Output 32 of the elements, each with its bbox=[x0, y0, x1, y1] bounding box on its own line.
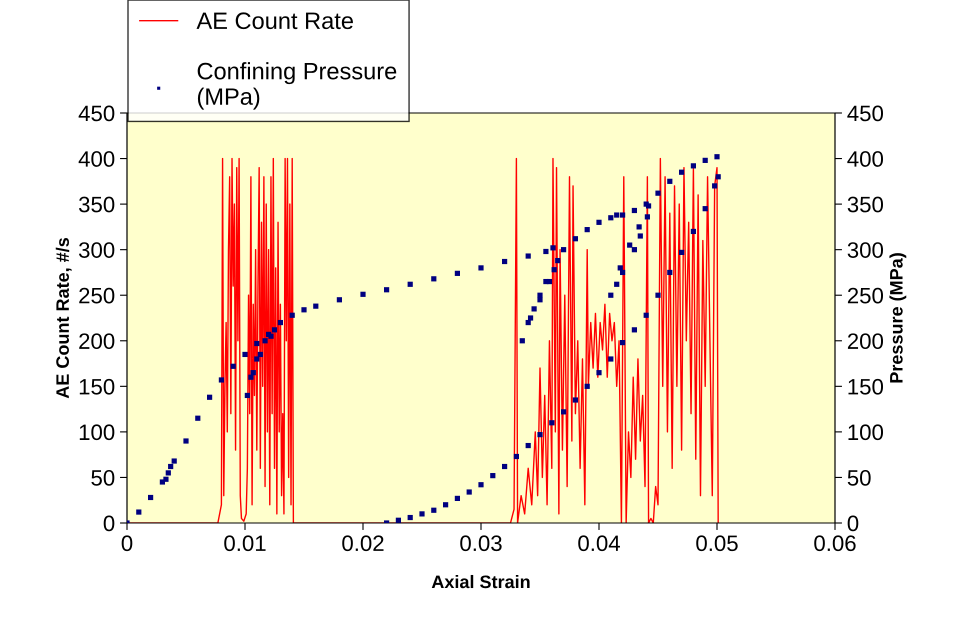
y2-tick-label: 200 bbox=[848, 333, 884, 350]
y-tick-label: 200 bbox=[79, 333, 114, 350]
y-tick-label: 400 bbox=[78, 151, 114, 167]
y-tick-label: 350 bbox=[78, 196, 114, 212]
x-tick-label: 0.01 bbox=[224, 535, 266, 552]
x-tick-label: 0.05 bbox=[696, 535, 738, 552]
y2-tick-label: 150 bbox=[848, 378, 884, 395]
y-tick-label: 50 bbox=[91, 470, 114, 486]
y-tick-label: 450 bbox=[78, 106, 114, 122]
x-tick-label: 0.04 bbox=[578, 535, 620, 552]
legend-label: Confining Pressure (MPa) bbox=[198, 62, 396, 110]
y-tick-label: 150 bbox=[80, 378, 114, 395]
y2-tick-label: 450 bbox=[847, 106, 884, 122]
y2-axis-title: Pressure (MPa) bbox=[889, 253, 906, 383]
x-tick-label: 0.03 bbox=[460, 535, 502, 552]
y2-tick-label: 350 bbox=[848, 196, 884, 212]
y-tick-label: 0 bbox=[104, 516, 114, 532]
y2-tick-label: 250 bbox=[848, 288, 884, 304]
y-tick-label: 100 bbox=[80, 424, 114, 440]
x-tick-label: 0.02 bbox=[342, 535, 384, 552]
legend-label: AE Count Rate bbox=[196, 12, 353, 30]
x-tick-label: 0 bbox=[122, 535, 132, 552]
x-axis-title: Axial Strain bbox=[432, 574, 530, 588]
y2-tick-label: 100 bbox=[848, 424, 884, 440]
y2-tick-label: 400 bbox=[847, 151, 884, 167]
y-tick-label: 250 bbox=[79, 288, 114, 304]
y2-tick-label: 50 bbox=[848, 470, 871, 486]
x-tick-label: 0.06 bbox=[814, 535, 856, 552]
y2-tick-label: 300 bbox=[848, 242, 884, 258]
y-tick-label: 300 bbox=[78, 242, 114, 258]
y2-tick-label: 0 bbox=[848, 516, 858, 532]
y-axis-title: AE Count Rate, #/s bbox=[56, 238, 72, 398]
